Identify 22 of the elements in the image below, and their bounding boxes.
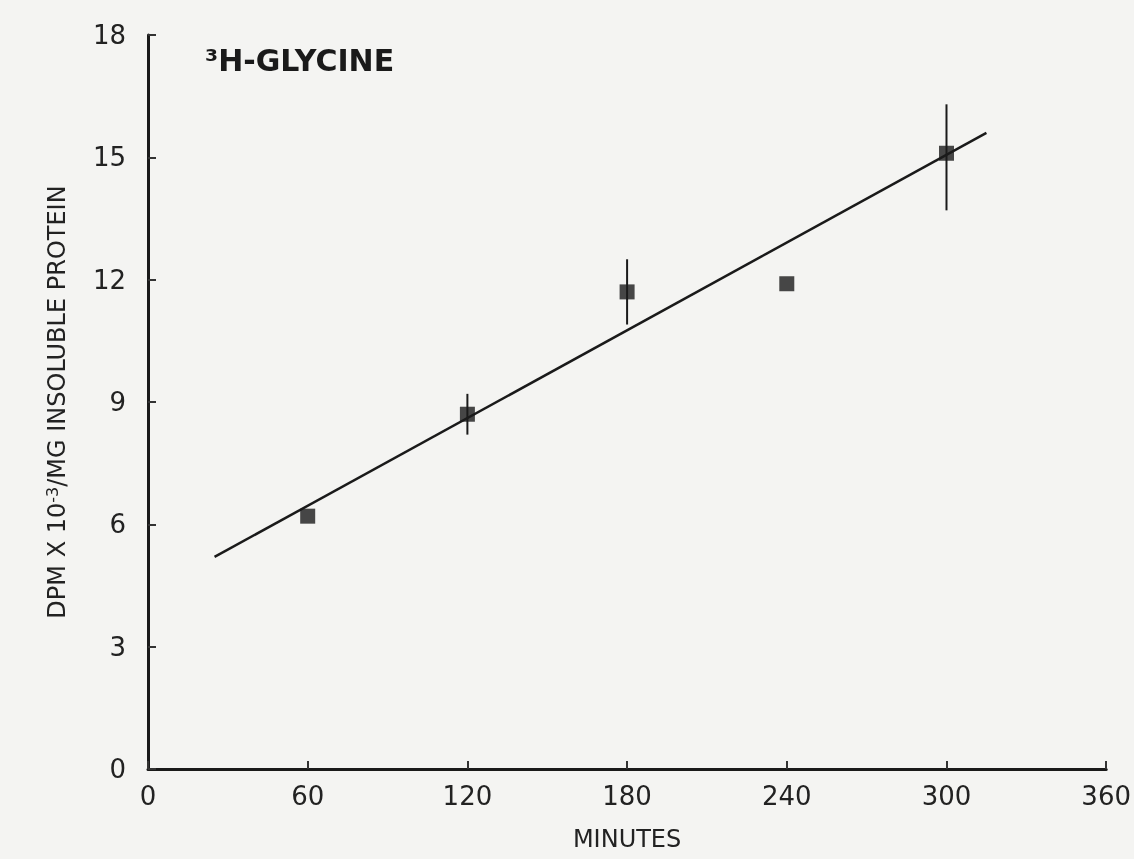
y-tick-label: 0 <box>109 754 126 784</box>
point <box>779 276 795 292</box>
point <box>619 284 635 300</box>
y-tick-label: 15 <box>92 142 126 173</box>
y-tick-label: 12 <box>92 264 126 295</box>
x-tick-label: 180 <box>602 781 652 811</box>
y-tick-label: 6 <box>109 509 126 540</box>
point <box>938 145 954 161</box>
chart-title: ³H-GLYCINE <box>205 42 395 78</box>
y-tick-label: 18 <box>92 20 126 50</box>
x-tick-label: 360 <box>1081 781 1132 811</box>
y-axis-title: DPM X 10-3/MG INSOLUBLE PROTEIN <box>42 185 71 619</box>
x-tick-label: 0 <box>139 781 157 811</box>
x-tick-label: 240 <box>761 781 812 811</box>
x-tick-label: 120 <box>442 781 493 811</box>
y-tick-label: 9 <box>109 387 126 417</box>
point <box>300 508 316 524</box>
point <box>459 406 475 422</box>
x-tick-label: 60 <box>291 781 325 811</box>
y-tick-label: 3 <box>109 631 126 662</box>
x-tick-label: 300 <box>921 781 972 811</box>
x-axis-title: MINUTES <box>572 825 682 853</box>
